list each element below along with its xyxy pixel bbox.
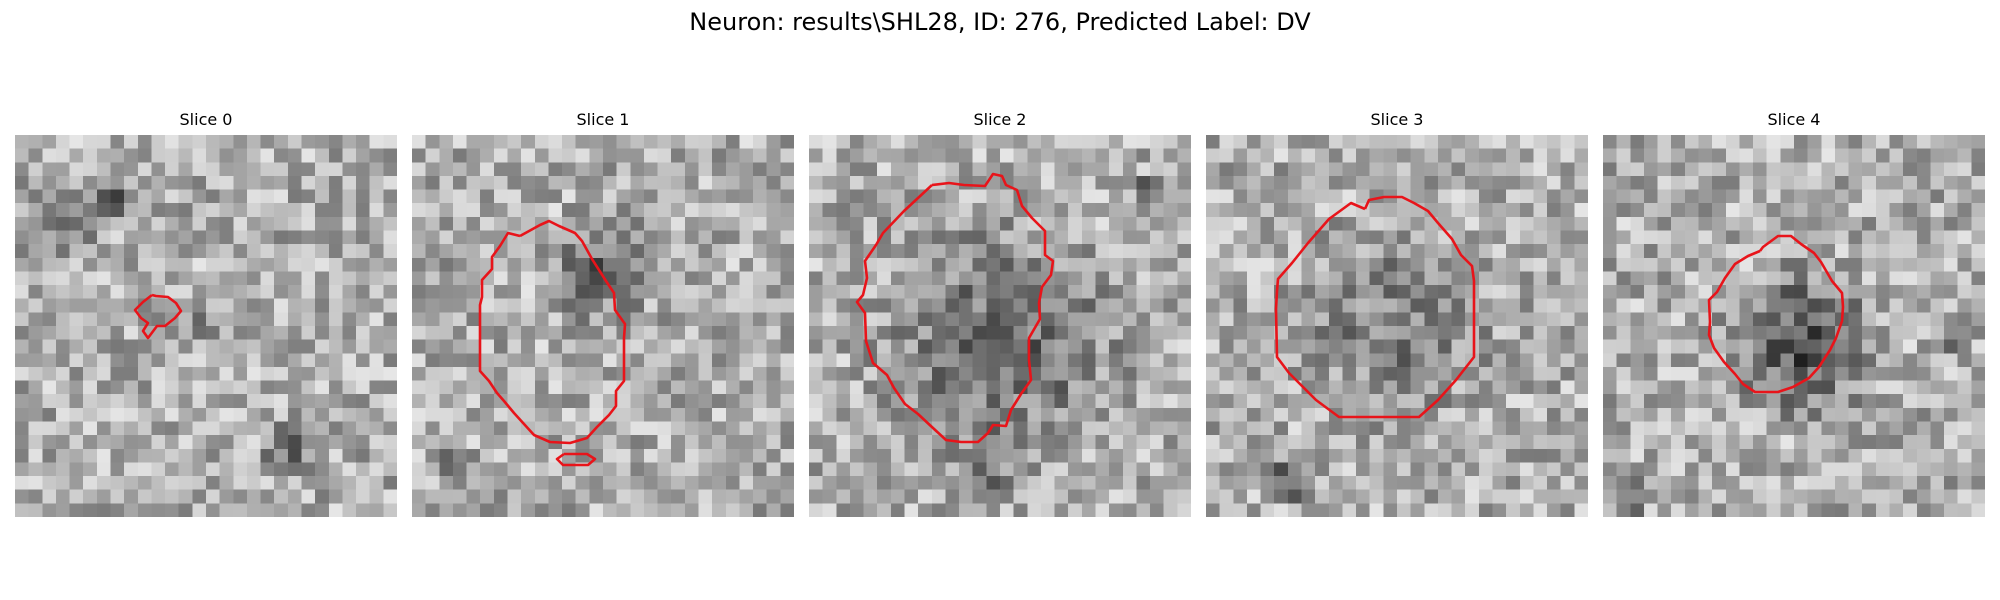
slice-image <box>809 135 1191 517</box>
slice-title: Slice 3 <box>1370 110 1424 129</box>
slice-title: Slice 4 <box>1767 110 1821 129</box>
grayscale-image <box>1206 135 1588 517</box>
segmentation-overlay <box>1274 195 1476 419</box>
slice-panel-4: Slice 4 <box>1603 108 1985 517</box>
figure-title: Neuron: results\SHL28, ID: 276, Predicte… <box>689 8 1311 36</box>
segmentation-contour <box>1707 234 1845 394</box>
slice-panel-0: Slice 0 <box>15 108 397 517</box>
segmentation-overlay <box>855 172 1055 444</box>
segmentation-contour <box>855 172 1055 444</box>
slice-image <box>1206 135 1588 517</box>
slice-panel-1: Slice 1 <box>412 108 794 517</box>
segmentation-contour <box>555 452 597 467</box>
segmentation-contour <box>133 293 183 340</box>
grayscale-image <box>809 135 1191 517</box>
slice-image <box>15 135 397 517</box>
grayscale-image <box>15 135 397 517</box>
slice-panel-2: Slice 2 <box>809 108 1191 517</box>
slice-title: Slice 1 <box>576 110 630 129</box>
slice-title: Slice 2 <box>973 110 1027 129</box>
grayscale-image <box>412 135 794 517</box>
slice-panel-3: Slice 3 <box>1206 108 1588 517</box>
grayscale-image <box>1603 135 1985 517</box>
slice-image <box>1603 135 1985 517</box>
segmentation-contour <box>1274 195 1476 419</box>
segmentation-contour <box>478 219 627 445</box>
segmentation-overlay <box>133 293 183 340</box>
segmentation-overlay <box>478 219 627 467</box>
slice-image <box>412 135 794 517</box>
segmentation-overlay <box>1707 234 1845 394</box>
slice-title: Slice 0 <box>179 110 233 129</box>
